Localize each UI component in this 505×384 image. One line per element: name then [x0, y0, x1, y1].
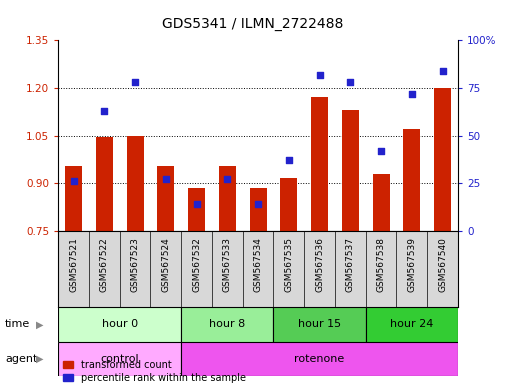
Text: GSM567537: GSM567537	[345, 237, 354, 292]
Bar	[311, 98, 327, 231]
Text: GSM567523: GSM567523	[130, 237, 139, 292]
Bar	[126, 136, 143, 231]
Text: ▶: ▶	[36, 354, 44, 364]
Bar	[433, 88, 450, 231]
Point	[345, 79, 353, 85]
Text: control: control	[100, 354, 139, 364]
Bar	[249, 188, 266, 231]
Bar	[219, 166, 235, 231]
Text: GSM567535: GSM567535	[284, 237, 293, 292]
Bar	[181, 342, 457, 376]
Bar	[372, 174, 389, 231]
Text: hour 0: hour 0	[102, 319, 137, 329]
Text: agent: agent	[5, 354, 37, 364]
Text: GSM567522: GSM567522	[99, 237, 109, 292]
Point	[407, 91, 415, 97]
Point	[69, 178, 77, 184]
Point	[315, 71, 323, 78]
Text: GSM567533: GSM567533	[222, 237, 231, 292]
Bar	[273, 307, 365, 342]
Text: ▶: ▶	[36, 319, 44, 329]
Text: GSM567521: GSM567521	[69, 237, 78, 292]
Point	[254, 201, 262, 207]
Text: GSM567536: GSM567536	[315, 237, 323, 292]
Text: GDS5341 / ILMN_2722488: GDS5341 / ILMN_2722488	[162, 17, 343, 31]
Text: GSM567532: GSM567532	[192, 237, 200, 292]
Point	[223, 176, 231, 182]
Bar	[95, 137, 113, 231]
Point	[284, 157, 292, 164]
Text: hour 8: hour 8	[209, 319, 245, 329]
Bar	[365, 307, 457, 342]
Bar	[58, 307, 181, 342]
Text: hour 24: hour 24	[389, 319, 433, 329]
Bar	[402, 129, 420, 231]
Text: GSM567524: GSM567524	[161, 237, 170, 292]
Text: GSM567539: GSM567539	[407, 237, 416, 292]
Legend: transformed count, percentile rank within the sample: transformed count, percentile rank withi…	[63, 360, 245, 383]
Text: GSM567540: GSM567540	[437, 237, 446, 292]
Text: rotenone: rotenone	[294, 354, 344, 364]
Bar	[58, 342, 181, 376]
Text: GSM567538: GSM567538	[376, 237, 385, 292]
Bar	[65, 166, 82, 231]
Text: hour 15: hour 15	[297, 319, 340, 329]
Point	[192, 201, 200, 207]
Point	[376, 148, 384, 154]
Point	[438, 68, 446, 74]
Bar	[341, 110, 358, 231]
Bar	[280, 179, 296, 231]
Point	[131, 79, 139, 85]
Bar	[157, 166, 174, 231]
Bar	[181, 307, 273, 342]
Text: time: time	[5, 319, 30, 329]
Point	[100, 108, 108, 114]
Bar	[188, 188, 205, 231]
Text: GSM567534: GSM567534	[253, 237, 262, 292]
Point	[162, 176, 170, 182]
